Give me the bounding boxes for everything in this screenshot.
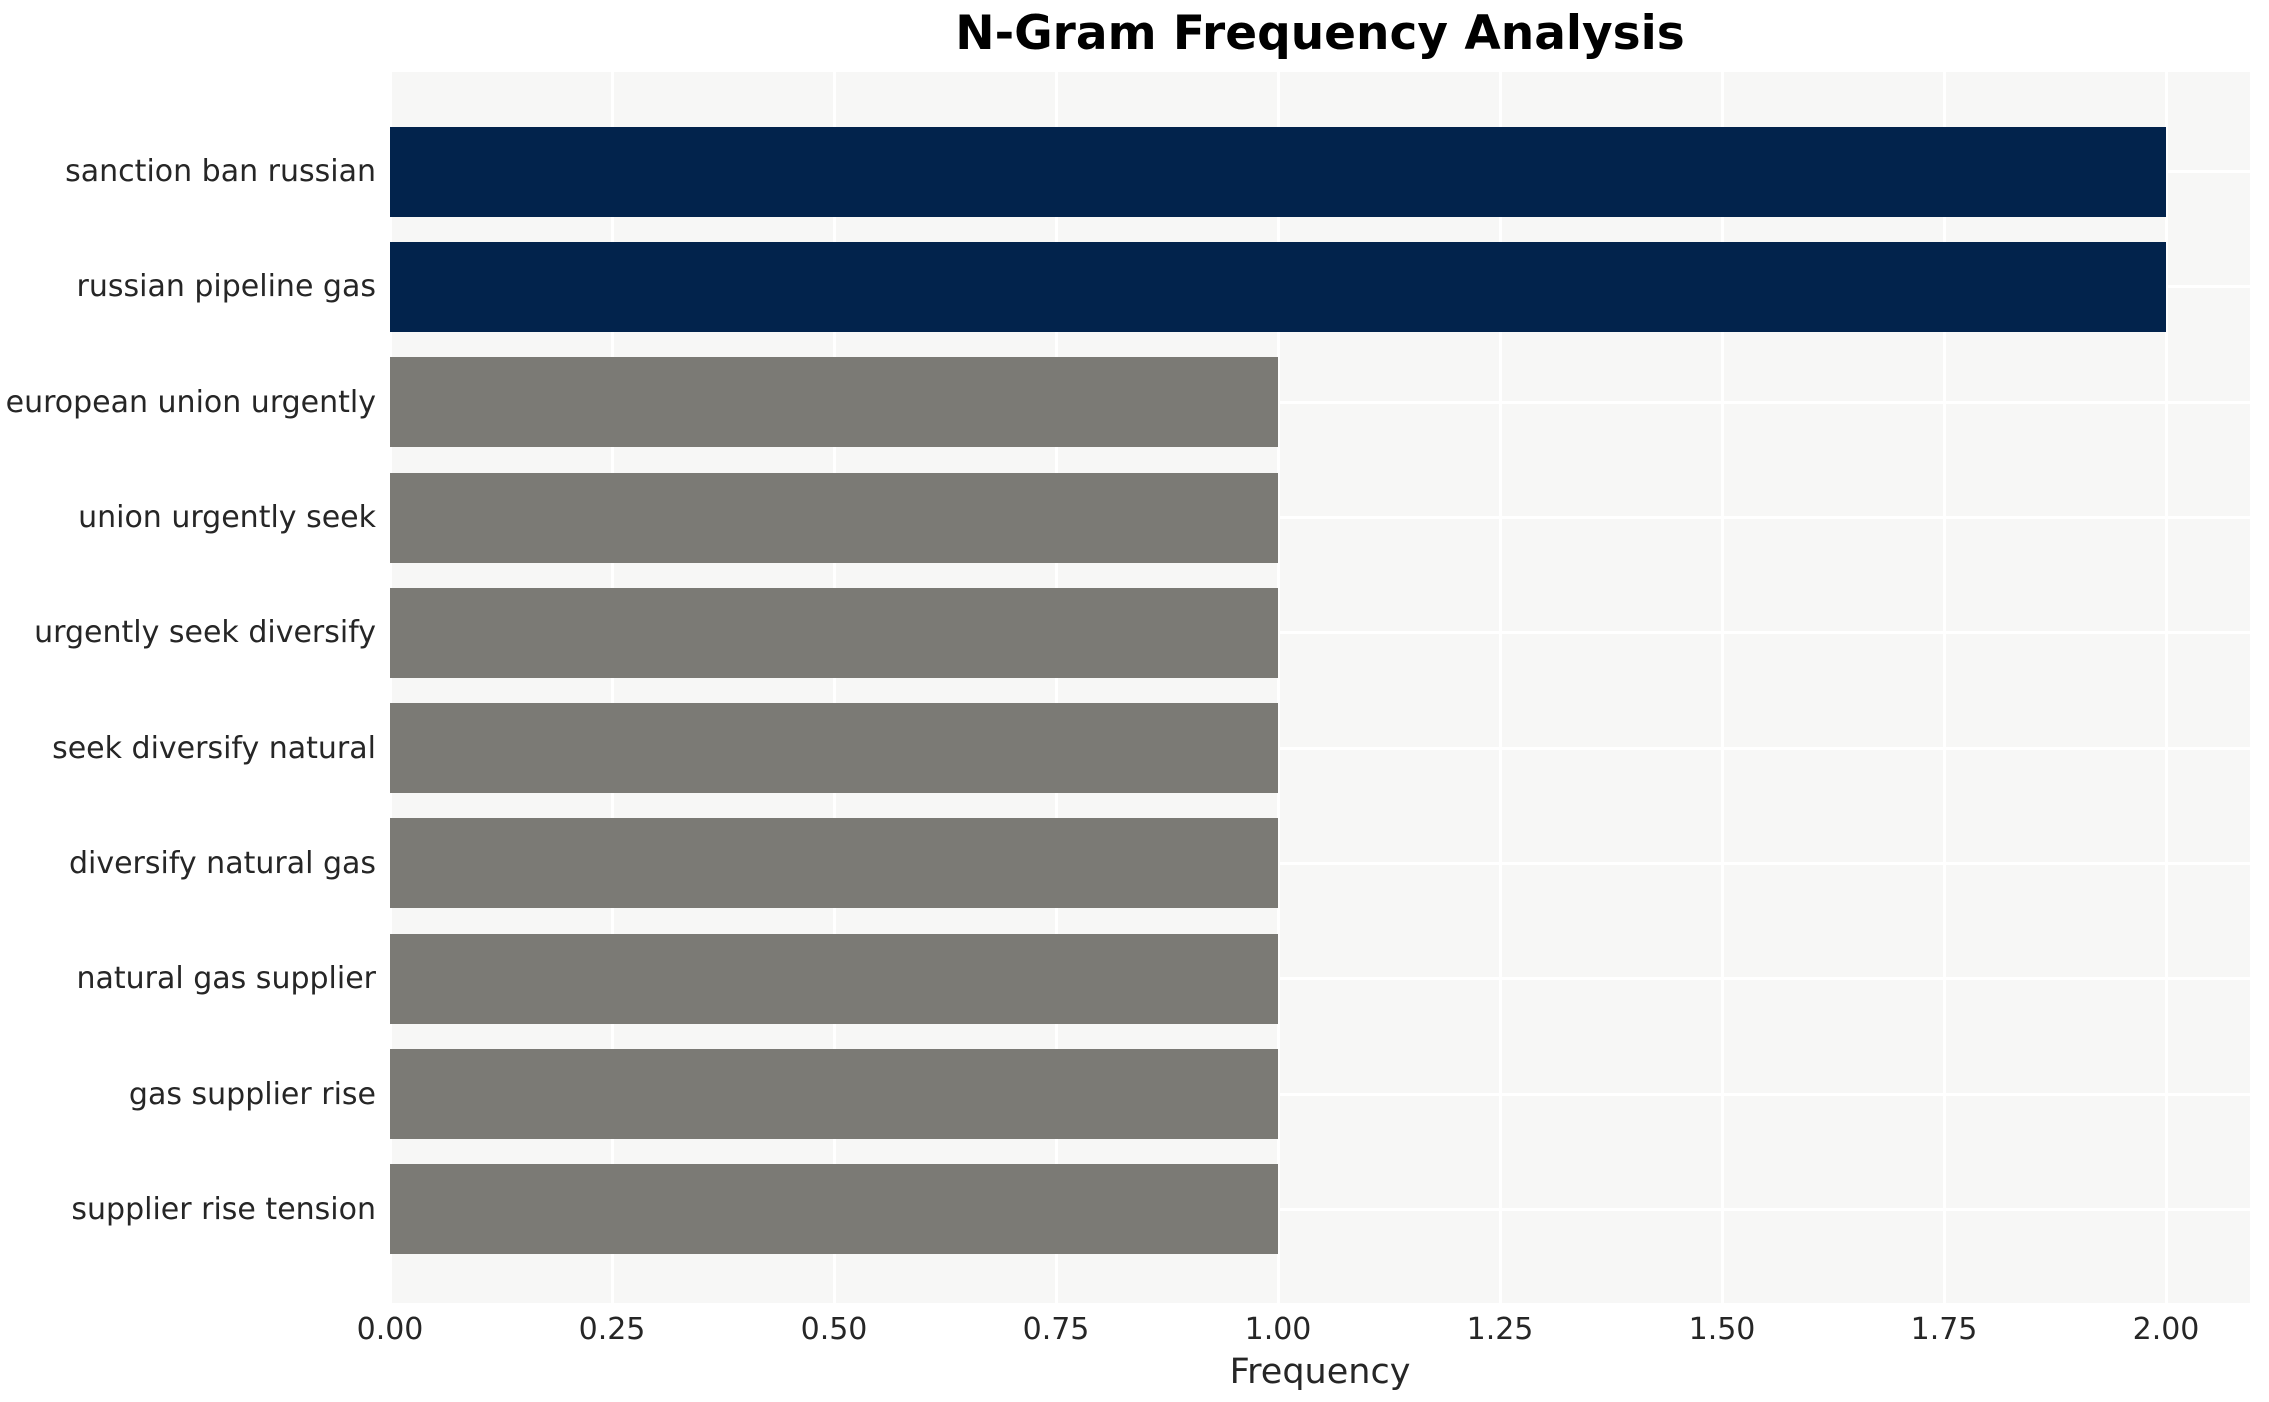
gridline-horizontal: [390, 746, 2250, 750]
gridline-vertical: [832, 72, 836, 1303]
x-tick-label: 0.75: [1022, 1312, 1090, 1347]
bar-row: [390, 345, 2250, 460]
bar-row: [390, 1036, 2250, 1151]
y-tick-label: supplier rise tension: [71, 1191, 376, 1227]
gridline-vertical: [1276, 72, 1280, 1303]
bar: [390, 357, 1278, 448]
gridline-horizontal: [390, 977, 2250, 981]
gridline-vertical: [2164, 72, 2168, 1303]
gridline-horizontal: [390, 1207, 2250, 1211]
gridline-vertical: [1720, 72, 1724, 1303]
y-tick-label: sanction ban russian: [65, 154, 376, 190]
bar: [390, 126, 2166, 217]
gridline-vertical: [388, 72, 392, 1303]
bar-row: [390, 460, 2250, 575]
x-axis-label: Frequency: [1229, 1352, 1411, 1392]
bar: [390, 241, 2166, 332]
bar-row: [390, 114, 2250, 229]
chart-title: N-Gram Frequency Analysis: [955, 6, 1685, 61]
bar: [390, 472, 1278, 563]
y-tick-label: urgently seek diversify: [34, 615, 376, 651]
bar-row: [390, 921, 2250, 1036]
bar-row: [390, 229, 2250, 344]
bar-row: [390, 690, 2250, 805]
x-tick-label: 0.00: [356, 1312, 424, 1347]
bar-row: [390, 806, 2250, 921]
gridline-horizontal: [390, 861, 2250, 865]
gridline-vertical: [1054, 72, 1058, 1303]
bar: [390, 703, 1278, 794]
y-tick-label: european union urgently: [5, 384, 376, 420]
plot-area: [388, 72, 2250, 1303]
y-tick-label: union urgently seek: [78, 500, 376, 536]
bar: [390, 1049, 1278, 1140]
x-tick-label: 0.25: [578, 1312, 646, 1347]
bar: [390, 818, 1278, 909]
x-tick-label: 1.00: [1244, 1312, 1312, 1347]
bar: [390, 587, 1278, 678]
gridline-horizontal: [390, 631, 2250, 635]
gridline-vertical: [1942, 72, 1946, 1303]
gridline-horizontal: [390, 516, 2250, 520]
x-tick-label: 1.75: [1910, 1312, 1978, 1347]
x-tick-label: 2.00: [2132, 1312, 2200, 1347]
bar-rows: [390, 114, 2250, 1267]
bar-row: [390, 575, 2250, 690]
y-tick-label: russian pipeline gas: [76, 269, 377, 305]
x-tick-label: 1.25: [1466, 1312, 1534, 1347]
bar: [390, 933, 1278, 1024]
y-axis-labels: sanction ban russian russian pipeline gas…: [0, 114, 376, 1267]
y-tick-label: natural gas supplier: [76, 961, 376, 997]
y-tick-label: seek diversify natural: [52, 730, 376, 766]
y-tick-label: diversify natural gas: [68, 845, 376, 881]
gridline-vertical: [610, 72, 614, 1303]
gridline-horizontal: [390, 1092, 2250, 1096]
x-tick-label: 1.50: [1688, 1312, 1756, 1347]
gridline-horizontal: [390, 400, 2250, 404]
bar-row: [390, 1152, 2250, 1267]
gridline-vertical: [1498, 72, 1502, 1303]
y-tick-label: gas supplier rise: [128, 1076, 376, 1112]
x-tick-label: 0.50: [800, 1312, 868, 1347]
bar: [390, 1164, 1278, 1255]
